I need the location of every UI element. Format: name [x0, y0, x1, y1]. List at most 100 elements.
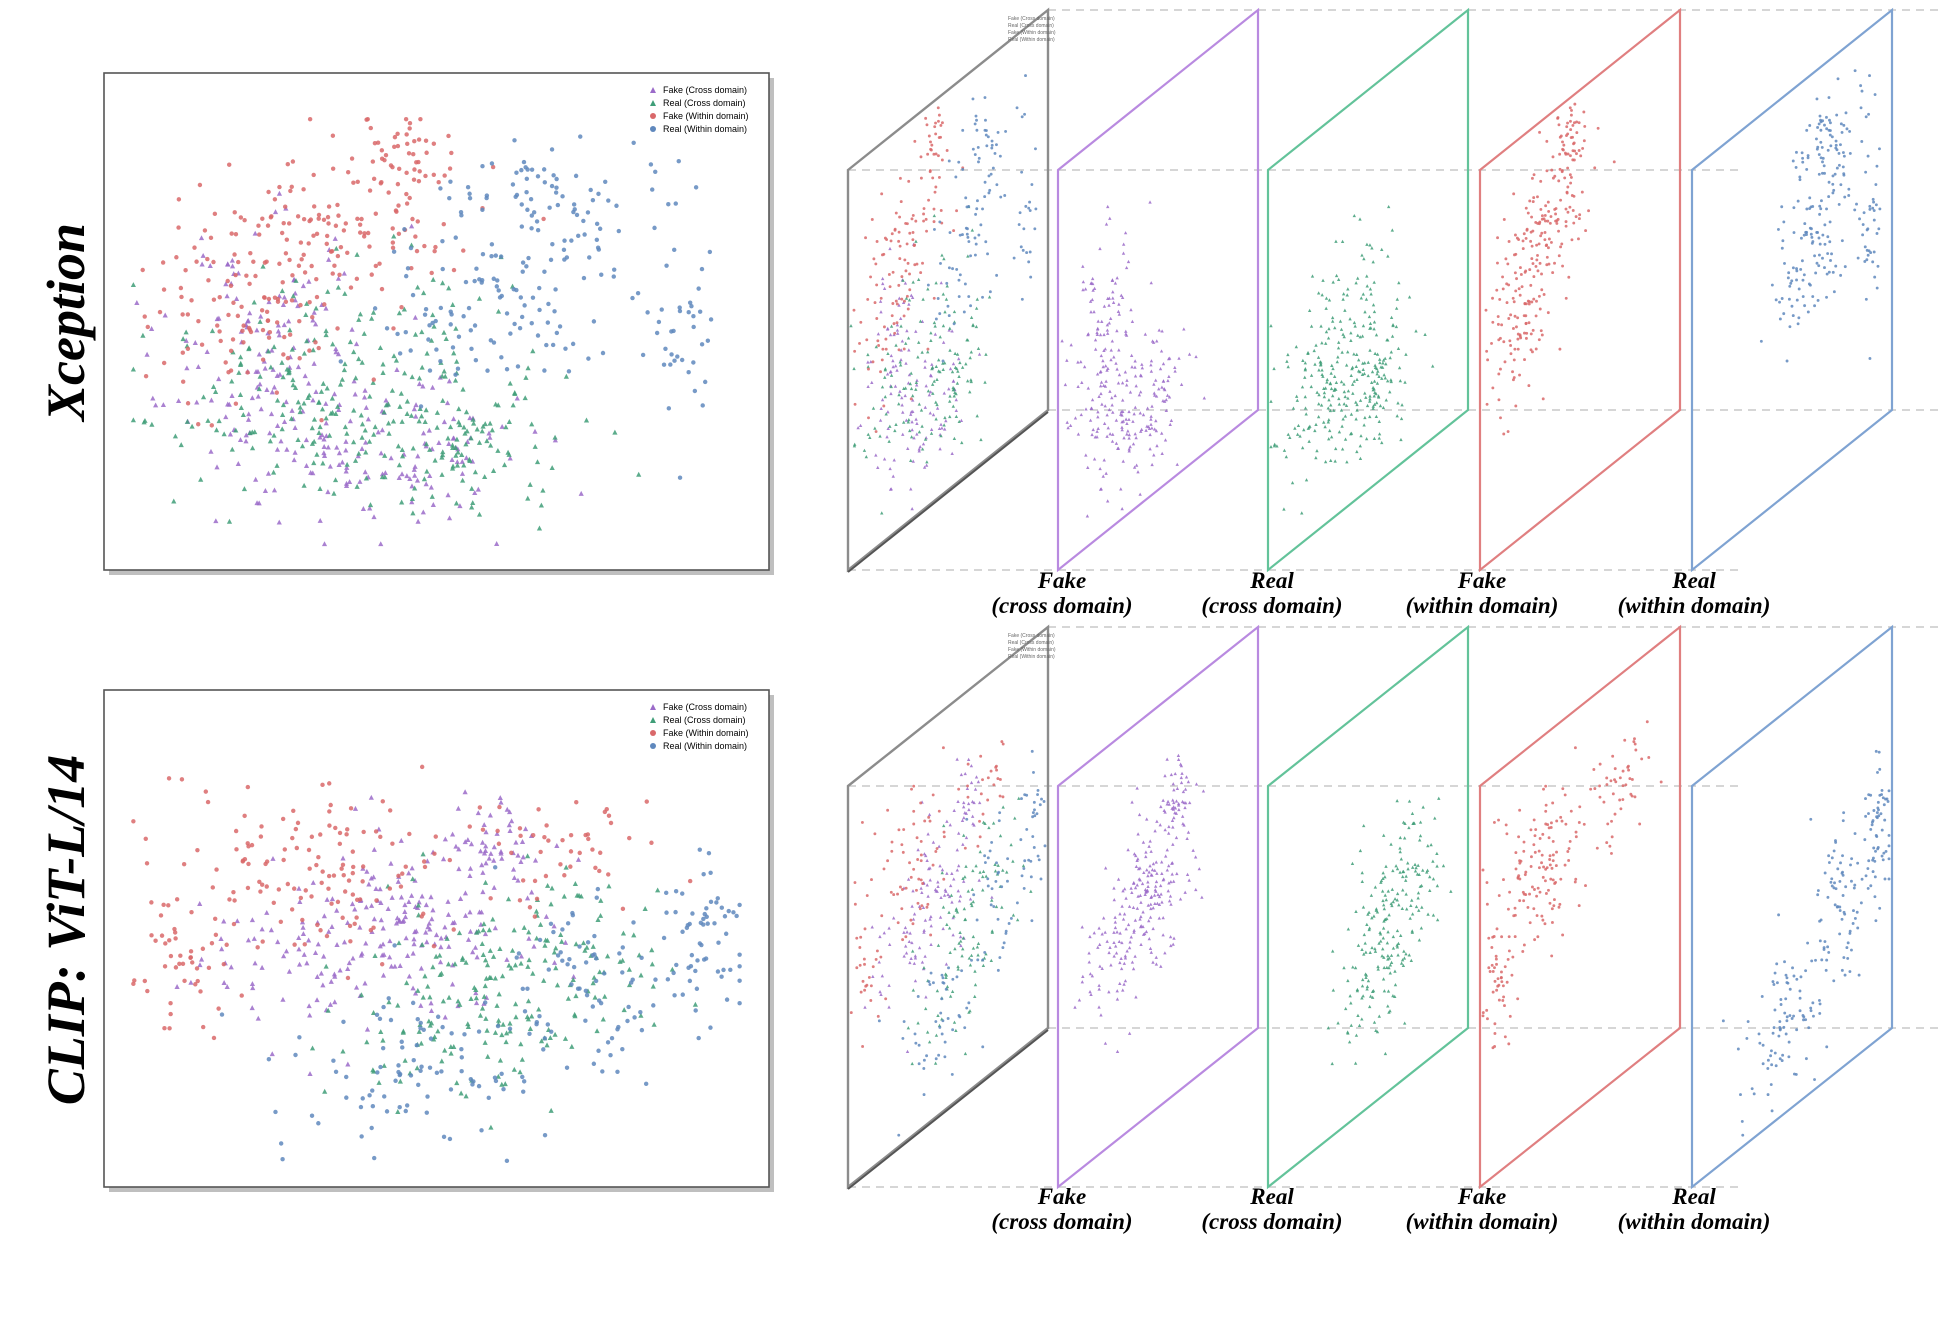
data-point: [363, 404, 369, 410]
plane-point: [1084, 453, 1088, 457]
plane-point: [873, 301, 877, 305]
plane-point: [1842, 811, 1846, 815]
data-point: [359, 446, 365, 451]
plane-point: [1144, 850, 1148, 854]
plane-point: [877, 960, 881, 964]
plane-point: [1815, 147, 1819, 151]
data-point: [606, 198, 611, 203]
plane-point: [902, 1020, 906, 1023]
data-point: [229, 257, 235, 263]
plane-point: [1120, 904, 1124, 908]
plane-point: [919, 801, 923, 805]
data-point: [620, 945, 625, 950]
plane-point: [940, 868, 945, 872]
plane-point: [1132, 412, 1136, 416]
plane-frame: [1266, 7, 1470, 573]
plane-point: [1547, 262, 1551, 266]
data-point: [568, 864, 573, 869]
data-point: [584, 944, 590, 950]
plane-point: [1101, 474, 1105, 478]
data-point: [426, 1018, 432, 1024]
plane-point: [1871, 870, 1875, 874]
plane-point: [914, 387, 918, 391]
plane-point: [1130, 800, 1134, 804]
plane-point: [1811, 205, 1815, 208]
plane-point: [1839, 122, 1843, 126]
data-point: [605, 1040, 611, 1045]
data-point: [493, 401, 499, 407]
plane-point: [1363, 310, 1367, 314]
data-point: [491, 276, 496, 281]
data-point: [294, 845, 300, 851]
data-point: [270, 855, 276, 861]
plane-point: [1390, 887, 1395, 891]
data-point: [314, 997, 320, 1003]
data-point: [410, 1000, 416, 1006]
data-point: [345, 920, 351, 925]
plane-point: [1004, 129, 1008, 133]
plane-point: [1837, 151, 1841, 155]
plane-point: [1509, 313, 1513, 317]
plane-point: [1004, 929, 1008, 933]
plane-point: [1865, 228, 1869, 232]
plane-point: [1302, 427, 1306, 432]
plane-point: [955, 209, 959, 213]
plane-point: [1525, 331, 1529, 335]
data-point: [404, 201, 410, 206]
plane-point: [1545, 866, 1549, 870]
plane-point: [1160, 431, 1164, 435]
data-point: [553, 945, 559, 951]
data-point: [432, 248, 437, 254]
plane-point: [909, 293, 914, 297]
plane-point: [1309, 384, 1313, 389]
plane-point: [911, 988, 916, 992]
plane-point: [1089, 992, 1093, 997]
data-point: [606, 872, 611, 877]
plane-point: [934, 889, 938, 893]
data-point: [345, 250, 350, 256]
data-point: [480, 952, 486, 957]
plane-point: [1357, 1023, 1362, 1028]
plane-point: [1853, 832, 1857, 835]
data-point: [325, 288, 331, 294]
plane-point: [1102, 304, 1107, 308]
data-point: [311, 172, 316, 178]
data-point: [351, 378, 357, 384]
plane-point: [901, 1036, 905, 1040]
plane-point: [1873, 275, 1877, 279]
plane-point: [908, 272, 911, 276]
plane-point: [930, 382, 935, 386]
plane-point: [1577, 821, 1581, 824]
plane-point: [1548, 863, 1552, 867]
plane-point: [1485, 402, 1489, 406]
plane-point: [1584, 229, 1588, 233]
plane-point: [906, 877, 911, 881]
data-point: [392, 144, 397, 150]
data-point: [314, 451, 320, 457]
plane-point: [916, 355, 920, 359]
plane-point: [1148, 432, 1152, 437]
data-point: [454, 462, 461, 468]
data-point: [686, 965, 691, 970]
plane-point: [977, 800, 982, 805]
plane-point: [1645, 720, 1649, 724]
plane-point: [1169, 772, 1174, 777]
plane-point: [1129, 935, 1133, 939]
plane-point: [945, 284, 949, 288]
plane-point: [971, 322, 975, 327]
plane-point: [939, 123, 943, 127]
plane-point: [1110, 339, 1115, 343]
plane-point: [1821, 160, 1824, 164]
plane-point: [1385, 338, 1389, 342]
data-point: [549, 183, 555, 189]
data-point: [532, 914, 538, 919]
data-point: [473, 358, 479, 363]
data-point: [300, 924, 306, 930]
plane-point: [1355, 449, 1359, 454]
data-point: [598, 850, 603, 855]
data-point: [283, 251, 289, 256]
plane-point: [1130, 365, 1134, 369]
plane-point: [1396, 941, 1401, 945]
data-point: [237, 362, 244, 367]
data-point: [527, 481, 533, 487]
